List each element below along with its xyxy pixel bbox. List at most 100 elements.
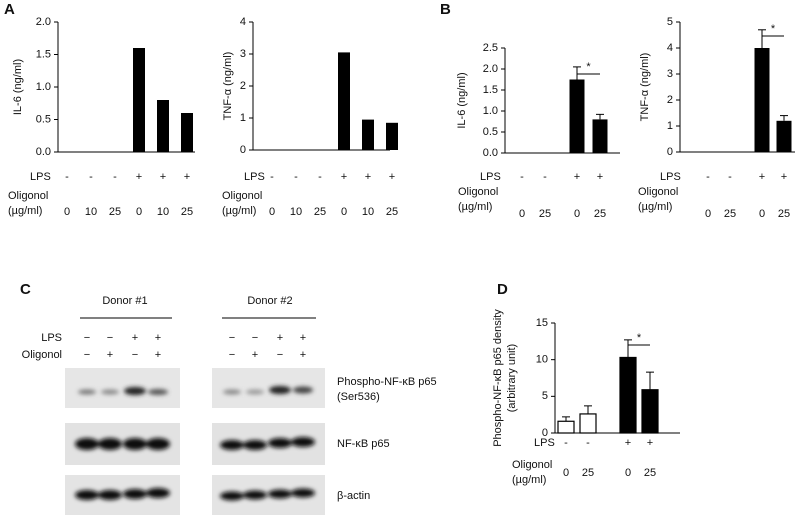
blot-panel: Donor #1 Donor #2 LPS Oligonol − − + + −… [22, 295, 437, 515]
panel-letter: D [497, 281, 508, 298]
y-tick-label: 5 [542, 390, 548, 402]
x-tick-label: 25 [594, 208, 606, 220]
y-axis-label: TNF-α (ng/ml) [639, 53, 651, 122]
bar [619, 356, 637, 434]
row-label: Oligonol [222, 190, 262, 202]
y-tick-label: 2.0 [483, 63, 498, 75]
significance-label: * [586, 61, 591, 73]
y-tick-label: 0 [240, 144, 246, 156]
x-tick-label: 25 [724, 208, 736, 220]
blot-row-label: Phospho-NF-κB p65 [337, 376, 437, 388]
x-tick-label: 0 [625, 467, 631, 479]
lps-sign: − [107, 332, 113, 344]
panel-letter: A [4, 1, 15, 18]
y-tick-label: 1 [667, 120, 673, 132]
bar [569, 79, 585, 153]
y-axis-label: TNF-α (ng/ml) [222, 52, 234, 121]
oligonol-sign: + [107, 349, 113, 361]
lps-sign: - [294, 171, 298, 183]
lps-sign: + [365, 171, 371, 183]
y-axis-label: IL-6 (ng/ml) [12, 59, 24, 115]
y-tick-label: 4 [667, 42, 673, 54]
y-tick-label: 5 [667, 16, 673, 28]
row-label: Oligonol [638, 186, 678, 198]
y-tick-label: 2.0 [36, 16, 51, 28]
y-tick-label: 1.0 [36, 81, 51, 93]
y-tick-label: 1.0 [483, 105, 498, 117]
y-tick-label: 0.0 [483, 147, 498, 159]
lps-sign: - [564, 437, 568, 449]
x-tick-label: 0 [563, 467, 569, 479]
lps-sign: + [277, 332, 283, 344]
x-tick-label: 0 [574, 208, 580, 220]
lps-sign: - [65, 171, 69, 183]
y-tick-label: 2 [667, 94, 673, 106]
row-label: (µg/ml) [512, 474, 546, 486]
donor-label: Donor #1 [102, 295, 147, 307]
row-label: (µg/ml) [638, 201, 672, 213]
x-tick-label: 0 [705, 208, 711, 220]
x-tick-label: 0 [136, 206, 142, 218]
blot-image [65, 368, 180, 408]
y-axis-label: (arbitrary unit) [506, 344, 518, 412]
lps-sign: + [160, 171, 166, 183]
lps-sign: − [229, 332, 235, 344]
y-tick-label: 0 [542, 427, 548, 439]
y-tick-label: 1.5 [483, 84, 498, 96]
panel-letter: B [440, 1, 451, 18]
bar [133, 48, 145, 152]
x-tick-label: 25 [314, 206, 326, 218]
y-tick-label: 15 [536, 317, 548, 329]
x-tick-label: 0 [269, 206, 275, 218]
bar [386, 122, 398, 150]
x-tick-label: 25 [778, 208, 790, 220]
row-label: (µg/ml) [458, 201, 492, 213]
row-label: (µg/ml) [8, 205, 42, 217]
bar [579, 413, 597, 434]
row-label: LPS [480, 171, 501, 183]
x-tick-label: 10 [157, 206, 169, 218]
lps-sign: + [184, 171, 190, 183]
oligonol-sign: + [252, 349, 258, 361]
row-label: (µg/ml) [222, 205, 256, 217]
bar [362, 119, 374, 150]
blot-row-label: NF-κB p65 [337, 438, 390, 450]
oligonol-sign: + [155, 349, 161, 361]
lps-sign: - [113, 171, 117, 183]
row-label: LPS [30, 171, 51, 183]
row-label: Oligonol [22, 349, 62, 361]
bar [181, 113, 193, 152]
bar [557, 420, 575, 434]
row-label: Oligonol [8, 190, 48, 202]
row-label: LPS [534, 437, 555, 449]
y-tick-label: 0.5 [483, 126, 498, 138]
lps-sign: - [318, 171, 322, 183]
bar [754, 48, 770, 152]
y-tick-label: 3 [240, 48, 246, 60]
significance-label: * [771, 23, 776, 35]
y-tick-label: 4 [240, 16, 246, 28]
significance-label: * [637, 332, 642, 344]
x-tick-label: 10 [362, 206, 374, 218]
x-tick-label: 25 [644, 467, 656, 479]
x-tick-label: 10 [290, 206, 302, 218]
lps-sign: + [132, 332, 138, 344]
lps-sign: - [586, 437, 590, 449]
lps-sign: - [728, 171, 732, 183]
oligonol-sign: + [300, 349, 306, 361]
y-tick-label: 3 [667, 68, 673, 80]
lps-sign: + [574, 171, 580, 183]
y-tick-label: 1 [240, 112, 246, 124]
row-label: Oligonol [458, 186, 498, 198]
bar [338, 52, 350, 150]
y-tick-label: 2.5 [483, 42, 498, 54]
y-axis-label: IL-6 (ng/ml) [456, 72, 468, 128]
bar [641, 389, 659, 434]
blot-row-label: (Ser536) [337, 391, 380, 403]
y-tick-label: 0.5 [36, 113, 51, 125]
donor-label: Donor #2 [247, 295, 292, 307]
lps-sign: - [706, 171, 710, 183]
lps-sign: + [781, 171, 787, 183]
lps-sign: + [136, 171, 142, 183]
lps-sign: + [625, 437, 631, 449]
